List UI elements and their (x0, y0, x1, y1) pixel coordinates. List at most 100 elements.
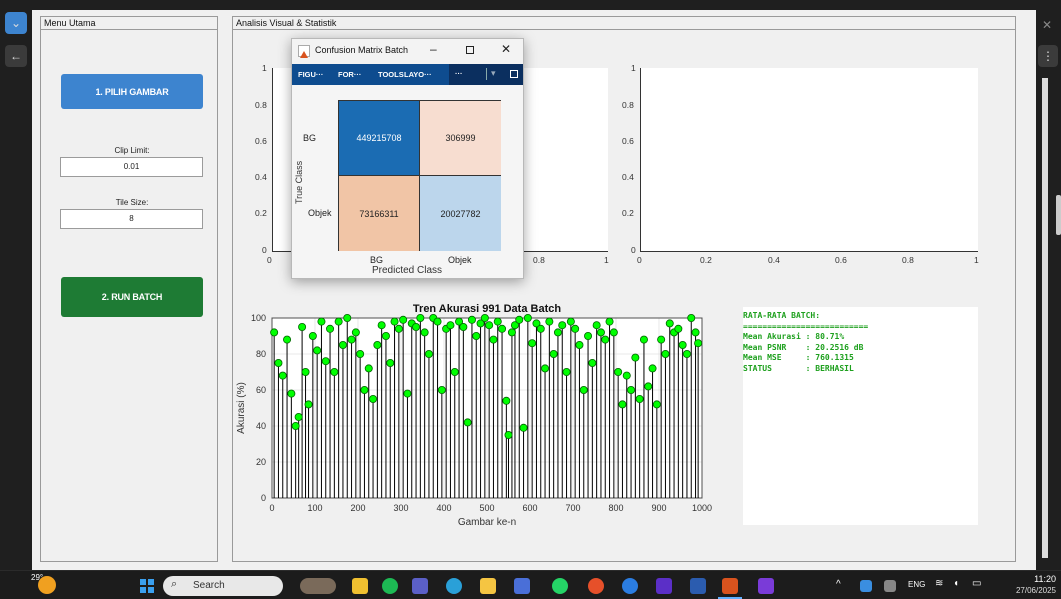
dock-icon[interactable] (510, 70, 518, 78)
x-tick-label: 600 (522, 503, 537, 513)
data-point (455, 317, 464, 326)
y-tick-label: 60 (256, 385, 266, 395)
y-tick: 0.2 (622, 208, 634, 218)
confusion-matrix-window[interactable]: Confusion Matrix Batch – ✕ FIGU··· FOR··… (291, 38, 524, 279)
data-point (485, 321, 494, 330)
scrollbar[interactable] (1042, 78, 1048, 558)
data-point (450, 368, 459, 377)
close-icon[interactable]: ✕ (1042, 18, 1053, 32)
close-icon[interactable]: ✕ (501, 42, 512, 56)
tab-format[interactable]: FOR··· (338, 70, 362, 79)
data-point (515, 315, 524, 324)
search-box[interactable]: ⌕ Search (163, 576, 283, 596)
maximize-icon[interactable] (466, 46, 474, 54)
chevron-down-icon[interactable]: ⌄ (5, 12, 27, 34)
stats-line: RATA-RATA BATCH: (743, 311, 821, 320)
file-explorer-icon[interactable] (480, 578, 496, 594)
news-widget-icon[interactable] (300, 578, 336, 594)
run-batch-button[interactable]: 2. RUN BATCH (61, 277, 203, 317)
data-point (270, 328, 279, 337)
stats-line: Mean Akurasi : 80.71% (743, 332, 845, 341)
language-app-icon[interactable] (656, 578, 672, 594)
data-point (416, 313, 425, 322)
chart-title: Tren Akurasi 991 Data Batch (413, 303, 561, 315)
scroll-handle[interactable] (1056, 195, 1061, 235)
data-point (553, 328, 562, 337)
chrome-icon[interactable] (588, 578, 604, 594)
data-point (463, 418, 472, 427)
more-icon[interactable]: ··· (455, 69, 463, 78)
chevron-up-icon[interactable]: ^ (836, 579, 841, 590)
data-point (420, 328, 429, 337)
data-point (657, 335, 666, 344)
data-point (558, 321, 567, 330)
tray-icon[interactable] (860, 580, 872, 592)
pick-image-button[interactable]: 1. PILIH GAMBAR (61, 74, 203, 109)
data-point (330, 368, 339, 377)
data-point (373, 341, 382, 350)
stats-line: STATUS : BERHASIL (743, 363, 854, 373)
clock-date[interactable]: 27/06/2025 (1015, 586, 1056, 595)
tab-figure[interactable]: FIGU··· (298, 70, 324, 79)
minimize-icon[interactable]: – (430, 42, 437, 56)
data-point (536, 324, 545, 333)
tab-layout[interactable]: LAYO··· (404, 70, 432, 79)
app-icon[interactable] (622, 578, 638, 594)
store-icon[interactable] (514, 578, 530, 594)
data-point (356, 350, 365, 359)
data-point (674, 324, 683, 333)
data-point (446, 321, 455, 330)
data-point (687, 313, 696, 322)
tray-icon[interactable] (884, 580, 896, 592)
right-dock: ✕ ⋮ (1036, 0, 1061, 570)
data-point (639, 335, 648, 344)
y-axis-label: Akurasi (%) (236, 382, 247, 434)
y-tick: 0.8 (255, 100, 267, 110)
data-point (519, 423, 528, 432)
data-point (381, 332, 390, 341)
data-point (644, 382, 653, 391)
wifi-icon[interactable]: ≋ (935, 578, 944, 589)
spotify-icon[interactable] (382, 578, 398, 594)
dropdown-icon[interactable]: ▾ (491, 68, 496, 78)
matlab-icon[interactable] (722, 578, 738, 594)
back-arrow-icon[interactable]: ← (5, 45, 27, 67)
tab-tools[interactable]: TOOLS (378, 70, 404, 79)
window-titlebar[interactable]: Confusion Matrix Batch – ✕ (292, 39, 523, 64)
windows-start-icon[interactable] (140, 579, 154, 593)
app-icon[interactable] (758, 578, 774, 594)
data-point (480, 313, 489, 322)
tile-size-field[interactable]: 8 (60, 209, 203, 229)
data-point (472, 332, 481, 341)
data-point (360, 386, 369, 395)
matrix-cell: 449215708 (339, 101, 420, 176)
stats-box: RATA-RATA BATCH: =======================… (743, 307, 978, 525)
row-label: BG (303, 133, 317, 143)
weather-icon[interactable] (38, 576, 56, 594)
data-point (301, 368, 310, 377)
edge-icon[interactable] (446, 578, 462, 594)
clock-time[interactable]: 11:20 (1034, 574, 1056, 584)
copilot-icon[interactable] (352, 578, 368, 594)
y-tick: 0.2 (255, 208, 267, 218)
language-indicator[interactable]: ENG (908, 580, 926, 589)
volume-icon[interactable]: ◖ (953, 578, 960, 589)
data-point (609, 328, 618, 337)
data-point (399, 315, 408, 324)
data-point (334, 317, 343, 326)
row-label: Objek (308, 208, 332, 218)
whatsapp-icon[interactable] (552, 578, 568, 594)
data-point (313, 346, 322, 355)
word-icon[interactable] (690, 578, 706, 594)
data-point (652, 400, 661, 409)
battery-icon[interactable]: ▭ (972, 578, 982, 589)
x-tick: 0.8 (902, 255, 914, 265)
data-point (532, 319, 541, 328)
x-tick: 1 (974, 255, 979, 265)
data-point (326, 324, 335, 333)
y-tick: 0.4 (255, 172, 267, 182)
teams-icon[interactable] (412, 578, 428, 594)
clip-limit-field[interactable]: 0.01 (60, 157, 203, 177)
more-vertical-icon[interactable]: ⋮ (1038, 45, 1058, 67)
data-point (437, 386, 446, 395)
